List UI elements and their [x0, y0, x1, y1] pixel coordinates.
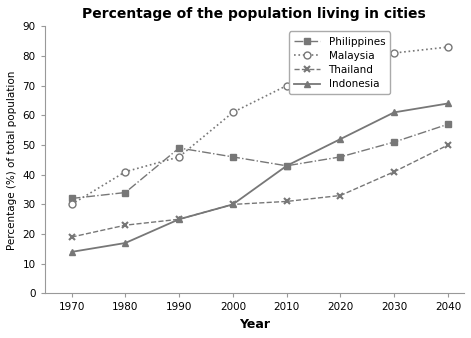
- Indonesia: [69, 250, 74, 254]
- Malaysia: [122, 170, 128, 174]
- Malaysia: [69, 202, 74, 207]
- Indonesia: [230, 202, 236, 207]
- Thailand: [69, 235, 74, 239]
- Philippines: [69, 196, 74, 200]
- Philippines: [176, 146, 182, 150]
- Thailand: [176, 217, 182, 221]
- Malaysia: [338, 66, 343, 70]
- Philippines: [391, 140, 397, 144]
- Malaysia: [284, 83, 290, 88]
- Thailand: [445, 143, 451, 147]
- Y-axis label: Percentage (%) of total population: Percentage (%) of total population: [7, 70, 17, 249]
- Line: Philippines: Philippines: [68, 121, 451, 201]
- Philippines: [445, 122, 451, 126]
- Indonesia: [122, 241, 128, 245]
- Indonesia: [338, 137, 343, 141]
- Philippines: [122, 191, 128, 195]
- Indonesia: [445, 101, 451, 105]
- Line: Thailand: Thailand: [68, 142, 451, 241]
- Legend: Philippines, Malaysia, Thailand, Indonesia: Philippines, Malaysia, Thailand, Indones…: [289, 31, 390, 94]
- Thailand: [122, 223, 128, 227]
- X-axis label: Year: Year: [239, 318, 270, 331]
- Philippines: [284, 164, 290, 168]
- Malaysia: [445, 45, 451, 49]
- Malaysia: [230, 110, 236, 114]
- Thailand: [391, 170, 397, 174]
- Indonesia: [391, 110, 397, 114]
- Indonesia: [176, 217, 182, 221]
- Line: Malaysia: Malaysia: [68, 44, 451, 208]
- Indonesia: [284, 164, 290, 168]
- Thailand: [284, 199, 290, 203]
- Thailand: [338, 193, 343, 197]
- Title: Percentage of the population living in cities: Percentage of the population living in c…: [82, 7, 426, 21]
- Thailand: [230, 202, 236, 207]
- Philippines: [230, 155, 236, 159]
- Malaysia: [391, 51, 397, 55]
- Line: Indonesia: Indonesia: [68, 100, 451, 256]
- Malaysia: [176, 155, 182, 159]
- Philippines: [338, 155, 343, 159]
